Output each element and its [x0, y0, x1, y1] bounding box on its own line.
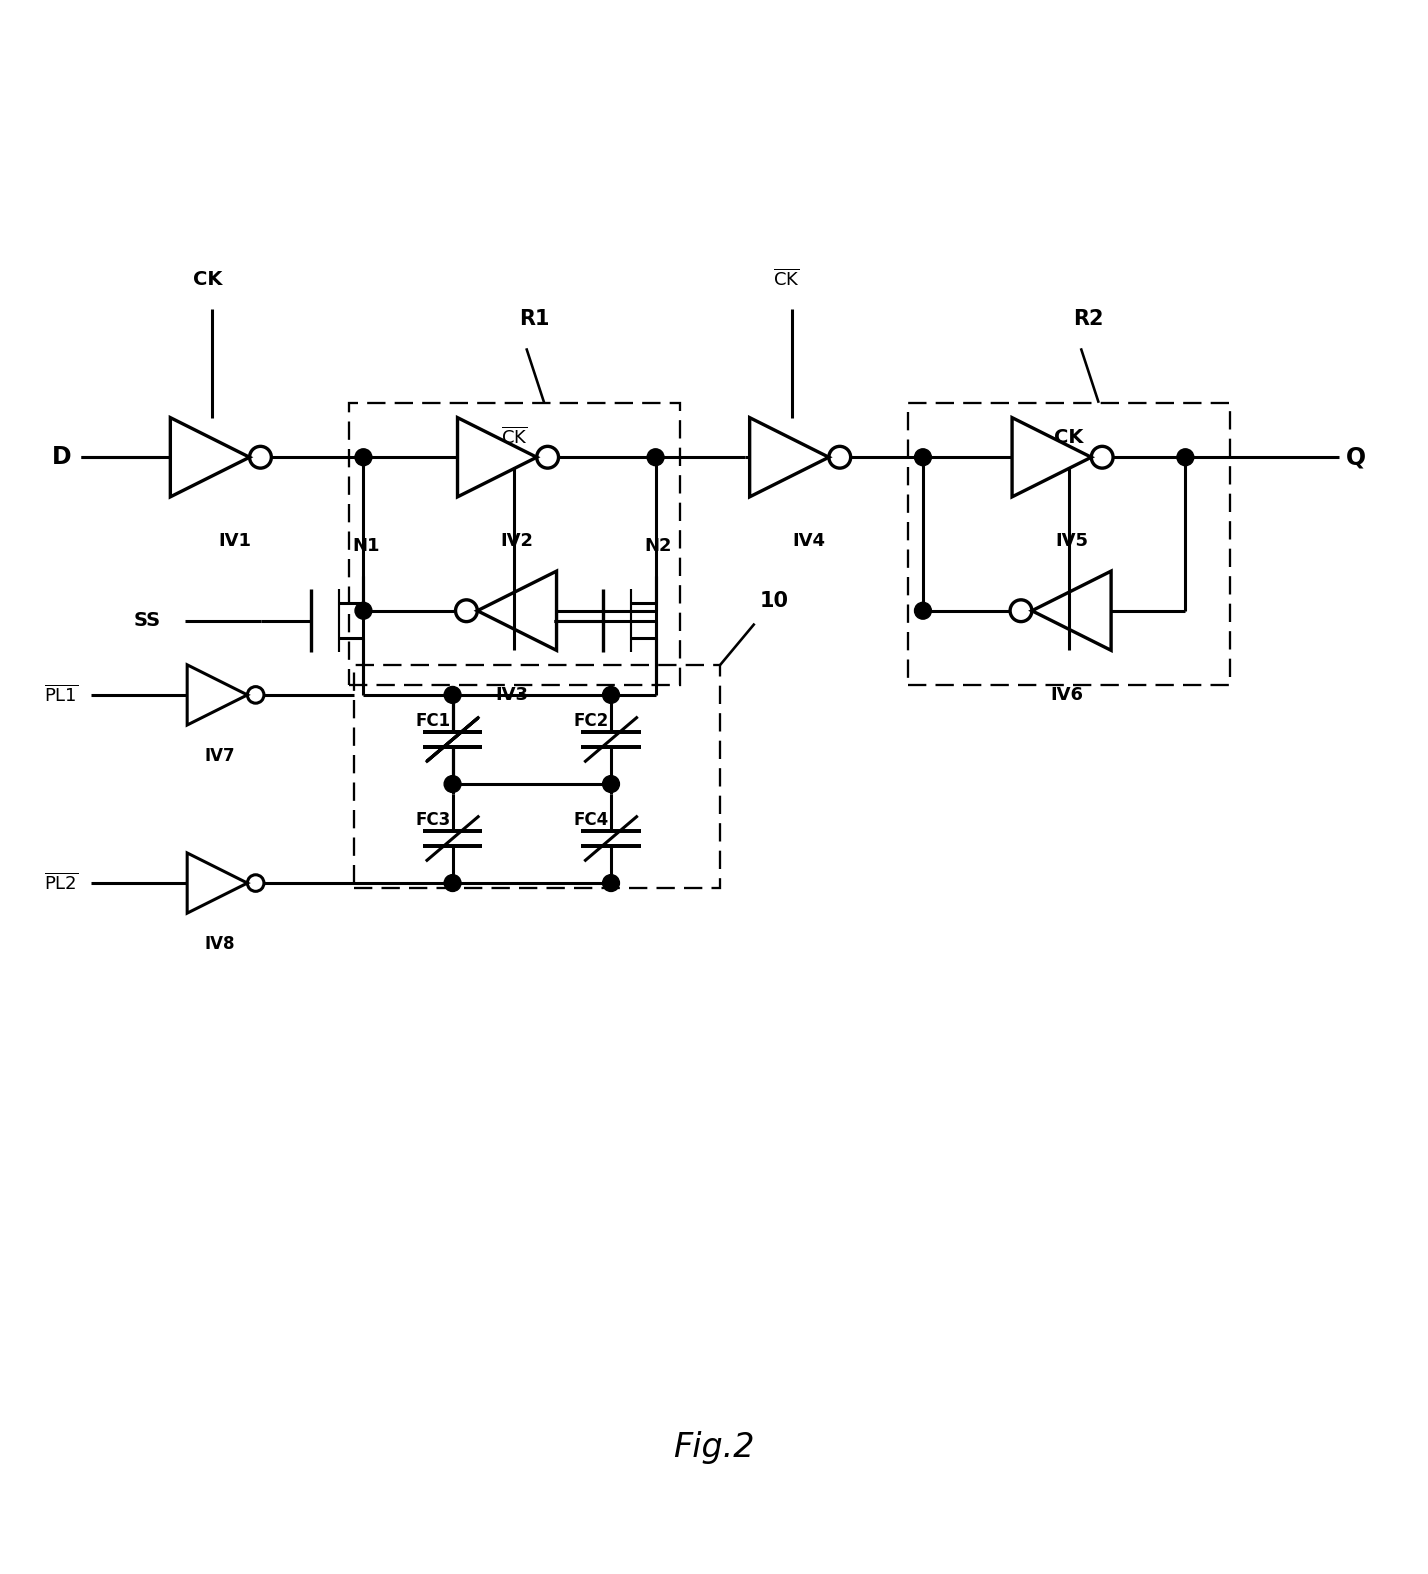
Text: $\overline{\mathrm{PL2}}$: $\overline{\mathrm{PL2}}$: [44, 872, 79, 894]
Circle shape: [444, 686, 461, 704]
Text: IV4: IV4: [793, 532, 825, 551]
Circle shape: [603, 686, 620, 704]
Text: $\overline{\mathrm{CK}}$: $\overline{\mathrm{CK}}$: [501, 427, 528, 447]
Text: Fig.2: Fig.2: [673, 1431, 755, 1464]
Text: IV3: IV3: [496, 686, 528, 704]
Text: IV1: IV1: [218, 532, 251, 551]
Text: IV5: IV5: [1055, 532, 1088, 551]
Text: N1: N1: [353, 537, 380, 556]
Circle shape: [356, 449, 371, 466]
Text: FC1: FC1: [416, 711, 451, 730]
Text: $\overline{\mathrm{PL1}}$: $\overline{\mathrm{PL1}}$: [44, 685, 79, 705]
Text: IV2: IV2: [500, 532, 534, 551]
Circle shape: [647, 449, 664, 466]
Text: R1: R1: [518, 309, 550, 329]
Text: Q: Q: [1345, 445, 1365, 469]
Circle shape: [356, 603, 371, 619]
Text: IV6: IV6: [1050, 686, 1082, 704]
Text: 10: 10: [760, 590, 788, 611]
Text: CK: CK: [193, 269, 223, 290]
Circle shape: [444, 776, 461, 792]
Text: N2: N2: [645, 537, 673, 556]
Text: FC3: FC3: [416, 811, 451, 828]
Text: $\overline{\mathrm{CK}}$: $\overline{\mathrm{CK}}$: [774, 268, 800, 290]
Circle shape: [914, 603, 931, 619]
Text: IV7: IV7: [204, 748, 236, 765]
Circle shape: [603, 776, 620, 792]
Circle shape: [914, 449, 931, 466]
Text: FC2: FC2: [574, 711, 608, 730]
Text: R2: R2: [1074, 309, 1104, 329]
Text: CK: CK: [1054, 428, 1084, 447]
Text: D: D: [51, 445, 71, 469]
Circle shape: [603, 875, 620, 891]
Text: SS: SS: [133, 611, 160, 630]
Text: FC4: FC4: [574, 811, 608, 828]
Circle shape: [444, 875, 461, 891]
Circle shape: [1177, 449, 1194, 466]
Text: IV8: IV8: [204, 935, 236, 954]
